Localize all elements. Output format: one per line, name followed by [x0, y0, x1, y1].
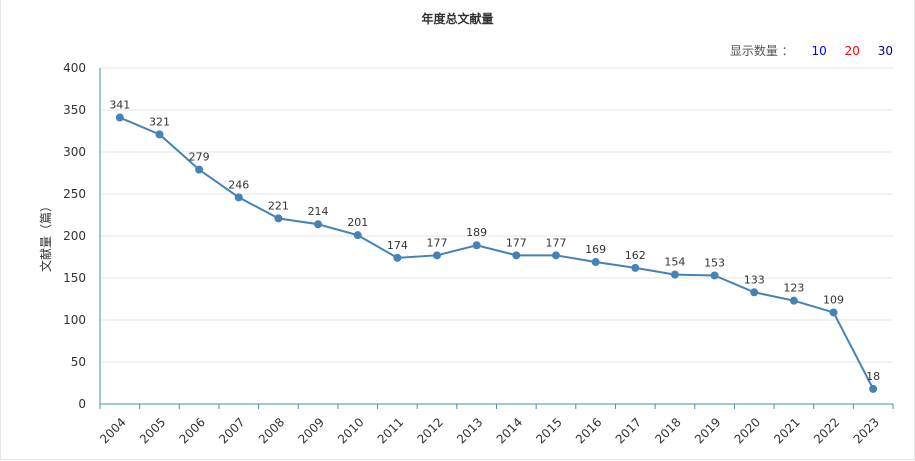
x-tick-label: 2007 [216, 415, 247, 446]
data-point [869, 384, 878, 393]
data-point [789, 296, 798, 305]
y-tick-label: 200 [63, 229, 86, 243]
data-label: 109 [823, 293, 844, 306]
data-point [512, 251, 521, 260]
data-point [195, 165, 204, 174]
data-point [670, 270, 679, 279]
data-point [115, 113, 124, 122]
x-tick-label: 2010 [335, 415, 366, 446]
data-point [314, 220, 323, 229]
show-count-30-link[interactable]: 30 [877, 44, 893, 58]
y-tick-label: 0 [78, 397, 86, 411]
show-count-20-link[interactable]: 20 [844, 44, 860, 58]
data-point [155, 130, 164, 139]
data-label: 162 [625, 249, 646, 262]
data-point [710, 271, 719, 280]
y-tick-label: 350 [63, 103, 86, 117]
x-tick-label: 2009 [295, 415, 326, 446]
x-tick-label: 2008 [256, 415, 287, 446]
data-label: 169 [585, 243, 606, 256]
series-line [119, 116, 875, 390]
data-point [829, 308, 838, 317]
y-tick-label: 400 [63, 61, 86, 75]
y-axis-title: 文献量（篇） [38, 200, 53, 272]
data-label: 321 [149, 115, 170, 128]
data-label: 221 [268, 199, 289, 212]
x-tick-label: 2012 [414, 415, 445, 446]
data-point [750, 288, 759, 297]
data-label: 177 [545, 236, 566, 249]
y-tick-label: 100 [63, 313, 86, 327]
x-tick-label: 2019 [692, 415, 723, 446]
data-point [274, 214, 283, 223]
x-tick-label: 2006 [177, 415, 208, 446]
data-label: 154 [664, 256, 685, 269]
x-tick-label: 2015 [533, 415, 564, 446]
x-tick-label: 2013 [454, 415, 485, 446]
show-count-label: 显示数量 ： [729, 44, 794, 58]
x-tick-label: 2018 [652, 415, 683, 446]
y-tick-label: 250 [63, 187, 86, 201]
x-tick-label: 2004 [97, 415, 128, 446]
x-tick-label: 2005 [137, 415, 168, 446]
data-label: 133 [744, 273, 765, 286]
data-point [591, 258, 600, 267]
data-label: 153 [704, 256, 725, 269]
x-tick-label: 2023 [851, 415, 882, 446]
data-point [472, 241, 481, 250]
data-point [393, 253, 402, 262]
show-count-10-link[interactable]: 10 [811, 44, 827, 58]
data-label: 177 [506, 236, 527, 249]
data-point [631, 263, 640, 272]
show-count-selector: 显示数量 ： 10 20 30 [730, 42, 893, 59]
data-point [234, 193, 243, 202]
data-label: 201 [347, 216, 368, 229]
data-label: 189 [466, 226, 487, 239]
data-label: 18 [866, 370, 880, 383]
x-tick-label: 2017 [613, 415, 644, 446]
y-tick-label: 150 [63, 271, 86, 285]
x-tick-label: 2014 [494, 415, 525, 446]
data-label: 174 [387, 239, 408, 252]
y-tick-label: 300 [63, 145, 86, 159]
x-tick-label: 2011 [375, 415, 406, 446]
data-label: 214 [308, 205, 329, 218]
data-label: 246 [228, 178, 249, 191]
x-tick-label: 2016 [573, 415, 604, 446]
data-label: 341 [109, 99, 130, 112]
x-tick-label: 2022 [811, 415, 842, 446]
chart-title: 年度总文献量 [421, 12, 494, 26]
y-tick-label: 50 [71, 355, 86, 369]
data-point [551, 251, 560, 260]
data-label: 279 [189, 151, 210, 164]
x-tick-label: 2020 [732, 415, 763, 446]
x-tick-label: 2021 [771, 415, 802, 446]
data-label: 177 [427, 236, 448, 249]
data-point [353, 231, 362, 240]
data-label: 123 [783, 282, 804, 295]
data-point [433, 251, 442, 260]
